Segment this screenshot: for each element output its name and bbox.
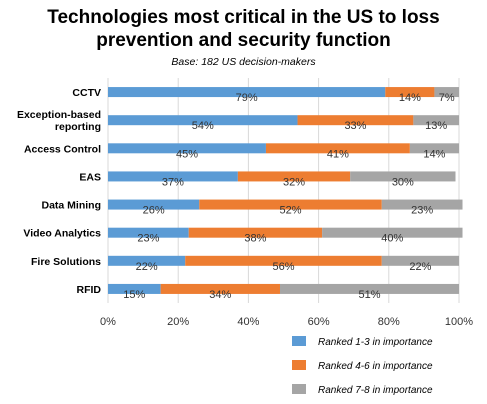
bar-segment bbox=[199, 199, 382, 210]
bar-segment bbox=[185, 255, 382, 266]
data-label: 22% bbox=[136, 261, 158, 273]
data-label: 23% bbox=[137, 233, 159, 245]
legend-swatch bbox=[292, 360, 306, 370]
data-label: 14% bbox=[399, 92, 421, 104]
data-label: 23% bbox=[411, 205, 433, 217]
data-label: 32% bbox=[283, 176, 305, 188]
data-label: 22% bbox=[409, 261, 431, 273]
category-label: CCTV bbox=[72, 87, 101, 99]
category-label: Fire Solutions bbox=[31, 256, 101, 268]
data-label: 26% bbox=[143, 205, 165, 217]
x-tick-label: 0% bbox=[100, 316, 116, 328]
x-tick-label: 20% bbox=[167, 316, 189, 328]
chart-title: Technologies most critical in the US to … bbox=[47, 7, 440, 51]
data-label: 52% bbox=[280, 205, 302, 217]
data-label: 79% bbox=[236, 92, 258, 104]
data-label: 13% bbox=[425, 120, 447, 132]
bar-segment bbox=[188, 227, 323, 238]
category-label: Video Analytics bbox=[23, 228, 101, 240]
data-label: 51% bbox=[358, 289, 380, 301]
chart-subtitle: Base: 182 US decision-makers bbox=[171, 56, 316, 68]
data-label: 56% bbox=[272, 261, 294, 273]
legend-label: Ranked 1-3 in importance bbox=[318, 337, 433, 348]
legend-label: Ranked 4-6 in importance bbox=[318, 361, 433, 372]
bar-segment bbox=[108, 143, 266, 154]
bar-segment bbox=[297, 115, 414, 126]
data-labels: 79% 14% 7% 54% 33% 13% 45% 41% 14% 37% 32% 30% 26% 52… bbox=[123, 92, 455, 301]
data-label: 37% bbox=[162, 176, 184, 188]
data-label: 14% bbox=[423, 148, 445, 160]
bar-segment bbox=[434, 87, 459, 98]
data-label: 34% bbox=[209, 289, 231, 301]
bar-segment bbox=[279, 283, 459, 294]
data-label: 15% bbox=[123, 289, 145, 301]
category-label: Access Control bbox=[24, 143, 101, 155]
bar-segment bbox=[265, 143, 410, 154]
data-label: 54% bbox=[192, 120, 214, 132]
x-tick-label: 100% bbox=[445, 316, 473, 328]
category-label: Data Mining bbox=[42, 200, 102, 212]
bar-segment bbox=[381, 199, 463, 210]
bar-segment bbox=[413, 115, 459, 126]
category-label: RFID bbox=[77, 284, 102, 296]
bar-segment bbox=[108, 87, 386, 98]
category-label: reporting bbox=[55, 121, 101, 133]
bar-segment bbox=[350, 171, 456, 182]
bar-segment bbox=[381, 255, 459, 266]
x-tick-label: 40% bbox=[237, 316, 259, 328]
bar-segment bbox=[409, 143, 459, 154]
category-label: Exception-based bbox=[17, 109, 101, 121]
bar-segment bbox=[108, 199, 200, 210]
bar-segment bbox=[108, 255, 186, 266]
data-label: 40% bbox=[381, 233, 403, 245]
bars bbox=[108, 87, 463, 294]
x-axis-tick-labels: 0% 20% 40% 60% 80% 100% bbox=[100, 316, 473, 328]
data-label: 7% bbox=[439, 92, 455, 104]
data-label: 33% bbox=[344, 120, 366, 132]
legend: Ranked 1-3 in importance Ranked 4-6 in im… bbox=[292, 336, 433, 396]
bar-segment bbox=[108, 171, 238, 182]
legend-swatch bbox=[292, 384, 306, 394]
data-label: 45% bbox=[176, 148, 198, 160]
bar-segment bbox=[322, 227, 463, 238]
category-label: EAS bbox=[79, 171, 101, 183]
data-label: 38% bbox=[244, 233, 266, 245]
data-label: 30% bbox=[392, 176, 414, 188]
bar-segment bbox=[160, 283, 280, 294]
x-tick-label: 80% bbox=[378, 316, 400, 328]
data-label: 41% bbox=[327, 148, 349, 160]
x-tick-label: 60% bbox=[308, 316, 330, 328]
bar-segment bbox=[108, 115, 298, 126]
bar-segment bbox=[237, 171, 351, 182]
bar-segment bbox=[108, 227, 189, 238]
legend-label: Ranked 7-8 in importance bbox=[318, 385, 433, 396]
bar-segment bbox=[108, 283, 161, 294]
legend-swatch bbox=[292, 336, 306, 346]
bar-segment bbox=[385, 87, 435, 98]
